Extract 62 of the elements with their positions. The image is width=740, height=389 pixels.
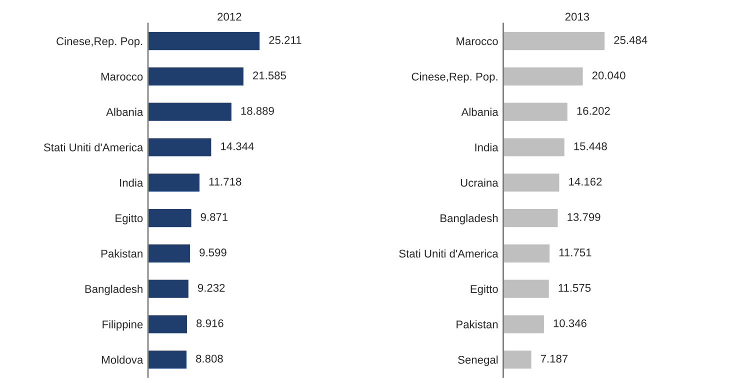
data-label: 25.484 [614, 36, 648, 44]
bar [503, 172, 561, 194]
data-label: 9.871 [200, 213, 228, 222]
y-tick-label: Marocco [456, 37, 498, 46]
bar [503, 66, 584, 87]
bar [148, 66, 245, 87]
y-tick-label: Albania [106, 108, 144, 116]
data-label: 16.202 [577, 106, 610, 115]
data-label: 11.751 [559, 248, 592, 256]
data-label: 9.599 [200, 248, 226, 256]
chart-title: 2012 [218, 12, 242, 21]
y-tick-label: Egitto [116, 214, 143, 224]
y-tick-label: Senegal [458, 356, 498, 366]
y-tick-label: India [475, 143, 498, 152]
bar [148, 278, 190, 300]
data-label: 8.916 [196, 319, 224, 328]
bar [148, 208, 193, 228]
y-tick-label: Albania [461, 108, 498, 116]
data-label: 14.162 [569, 178, 602, 186]
chart-title: 2013 [565, 12, 590, 21]
y-tick-label: Cinese,Rep. Pop. [56, 37, 142, 48]
data-label: 14.344 [221, 142, 254, 150]
y-tick-label: Bangladesh [440, 214, 498, 224]
data-label: 9.232 [198, 284, 225, 292]
bar [148, 349, 188, 370]
bar [503, 208, 560, 228]
data-label: 8.808 [196, 354, 223, 363]
y-tick-label: Filippine [102, 320, 143, 331]
bar [148, 136, 213, 158]
y-tick-label: Bangladesh [85, 284, 142, 296]
bar [148, 30, 261, 52]
bar [503, 101, 569, 122]
y-tick-label: Stati Uniti d'America [44, 143, 144, 152]
y-tick-label: Stati Uniti d'America [399, 249, 498, 258]
bar [503, 243, 551, 264]
data-label: 11.718 [209, 178, 242, 186]
data-label: 25.211 [269, 36, 302, 44]
bar [148, 101, 233, 122]
y-tick-label: India [120, 178, 144, 187]
y-tick-label: Marocco [101, 72, 143, 81]
bar [148, 172, 201, 194]
data-label: 18.889 [241, 106, 274, 115]
data-label: 7.187 [540, 354, 568, 363]
bar [503, 278, 550, 300]
data-label: 15.448 [574, 142, 607, 150]
data-label: 20.040 [592, 72, 626, 80]
y-tick-label: Moldova [102, 356, 144, 364]
data-label: 13.799 [568, 213, 600, 222]
data-label: 10.346 [554, 319, 586, 328]
data-label: 21.585 [253, 72, 286, 80]
y-tick-label: Pakistan [101, 249, 142, 258]
bar [503, 349, 533, 370]
y-tick-label: Pakistan [456, 320, 498, 328]
bar [503, 314, 546, 335]
y-tick-label: Egitto [470, 284, 498, 296]
data-label: 11.575 [558, 284, 591, 292]
bar [148, 243, 192, 264]
bar [503, 136, 566, 158]
bar [503, 30, 606, 52]
y-tick-label: Ucraina [460, 178, 498, 187]
y-tick-label: Cinese,Rep. Pop. [412, 72, 498, 83]
bar [148, 314, 188, 335]
